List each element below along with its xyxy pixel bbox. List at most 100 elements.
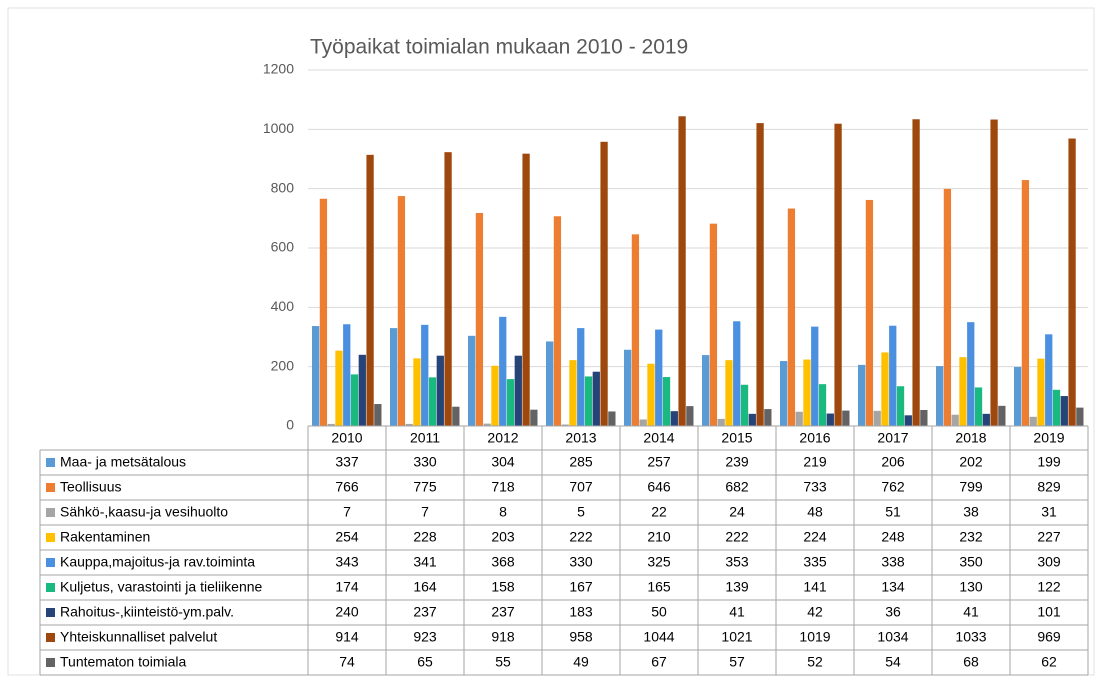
bar: [436, 355, 444, 426]
table-value: 202: [959, 454, 983, 470]
legend-swatch: [46, 608, 55, 617]
table-value: 325: [647, 554, 671, 570]
bar: [608, 411, 616, 426]
table-value: 222: [725, 529, 749, 545]
table-value: 958: [569, 629, 593, 645]
bar: [553, 216, 562, 426]
legend-swatch: [46, 483, 55, 492]
bar: [1076, 407, 1084, 426]
bar: [1021, 180, 1030, 426]
table-value: 337: [335, 454, 359, 470]
y-tick-label: 200: [271, 357, 295, 373]
bar: [795, 411, 803, 426]
bar: [499, 316, 507, 426]
table-value: 199: [1037, 454, 1061, 470]
table-value: 22: [651, 504, 667, 520]
table-value: 49: [573, 654, 589, 670]
bar: [865, 199, 874, 426]
table-value: 254: [335, 529, 359, 545]
legend-swatch: [46, 583, 55, 592]
y-tick-label: 0: [286, 417, 294, 433]
bar: [444, 152, 452, 426]
bar: [936, 366, 944, 426]
bar: [873, 410, 881, 426]
table-value: 309: [1037, 554, 1061, 570]
legend-swatch: [46, 558, 55, 567]
bar: [740, 384, 749, 426]
legend-label: Maa- ja metsätalous: [60, 454, 186, 470]
bar: [491, 365, 499, 426]
table-value: 222: [569, 529, 593, 545]
legend-swatch: [46, 458, 55, 467]
bar: [1014, 366, 1022, 426]
table-value: 219: [803, 454, 827, 470]
y-tick-label: 1000: [263, 120, 294, 136]
legend-swatch: [46, 508, 55, 517]
bar: [1052, 389, 1061, 426]
bar: [670, 411, 678, 426]
bar: [421, 324, 429, 426]
bar: [811, 326, 819, 426]
table-value: 122: [1037, 579, 1061, 595]
bar: [733, 321, 741, 426]
bar: [1068, 138, 1076, 426]
table-value: 1034: [877, 629, 908, 645]
bar: [600, 141, 608, 426]
table-value: 227: [1037, 529, 1061, 545]
bar: [748, 413, 756, 426]
bar: [678, 116, 686, 426]
bar: [1037, 358, 1045, 426]
table-value: 139: [725, 579, 749, 595]
table-value: 42: [807, 604, 823, 620]
bar: [896, 386, 905, 426]
legend-swatch: [46, 658, 55, 667]
bar: [468, 335, 476, 426]
table-value: 74: [339, 654, 355, 670]
bar: [725, 360, 733, 426]
bar: [974, 387, 983, 426]
table-value: 68: [963, 654, 979, 670]
bar: [366, 154, 374, 426]
table-value: 130: [959, 579, 983, 595]
bar: [397, 196, 406, 426]
bar: [584, 376, 593, 426]
bar: [577, 328, 585, 426]
table-value: 1019: [799, 629, 830, 645]
y-tick-label: 600: [271, 239, 295, 255]
table-value: 55: [495, 654, 511, 670]
table-value: 174: [335, 579, 359, 595]
table-value: 1044: [643, 629, 674, 645]
bar: [702, 355, 710, 426]
bar: [475, 212, 484, 426]
x-tick-label: 2015: [721, 430, 752, 446]
chart-title: Työpaikat toimialan mukaan 2010 - 2019: [310, 36, 688, 59]
table-value: 38: [963, 504, 979, 520]
table-value: 707: [569, 479, 593, 495]
x-tick-label: 2018: [955, 430, 986, 446]
bar: [889, 325, 897, 426]
x-tick-label: 2016: [799, 430, 830, 446]
bar: [912, 119, 920, 426]
bar: [405, 423, 413, 426]
bar: [990, 119, 998, 426]
table-value: 237: [413, 604, 437, 620]
bar: [818, 384, 827, 426]
bar: [631, 234, 640, 426]
bar: [413, 358, 421, 426]
table-value: 914: [335, 629, 359, 645]
x-tick-label: 2011: [410, 430, 440, 446]
bar: [561, 424, 569, 426]
bar: [522, 153, 530, 426]
table-value: 718: [491, 479, 515, 495]
table-value: 210: [647, 529, 671, 545]
table-value: 237: [491, 604, 515, 620]
bar: [343, 324, 351, 426]
bar: [546, 341, 554, 426]
table-value: 353: [725, 554, 749, 570]
table-value: 335: [803, 554, 827, 570]
bar: [943, 188, 952, 426]
bar: [834, 123, 842, 427]
table-value: 775: [413, 479, 437, 495]
bar: [530, 409, 538, 426]
